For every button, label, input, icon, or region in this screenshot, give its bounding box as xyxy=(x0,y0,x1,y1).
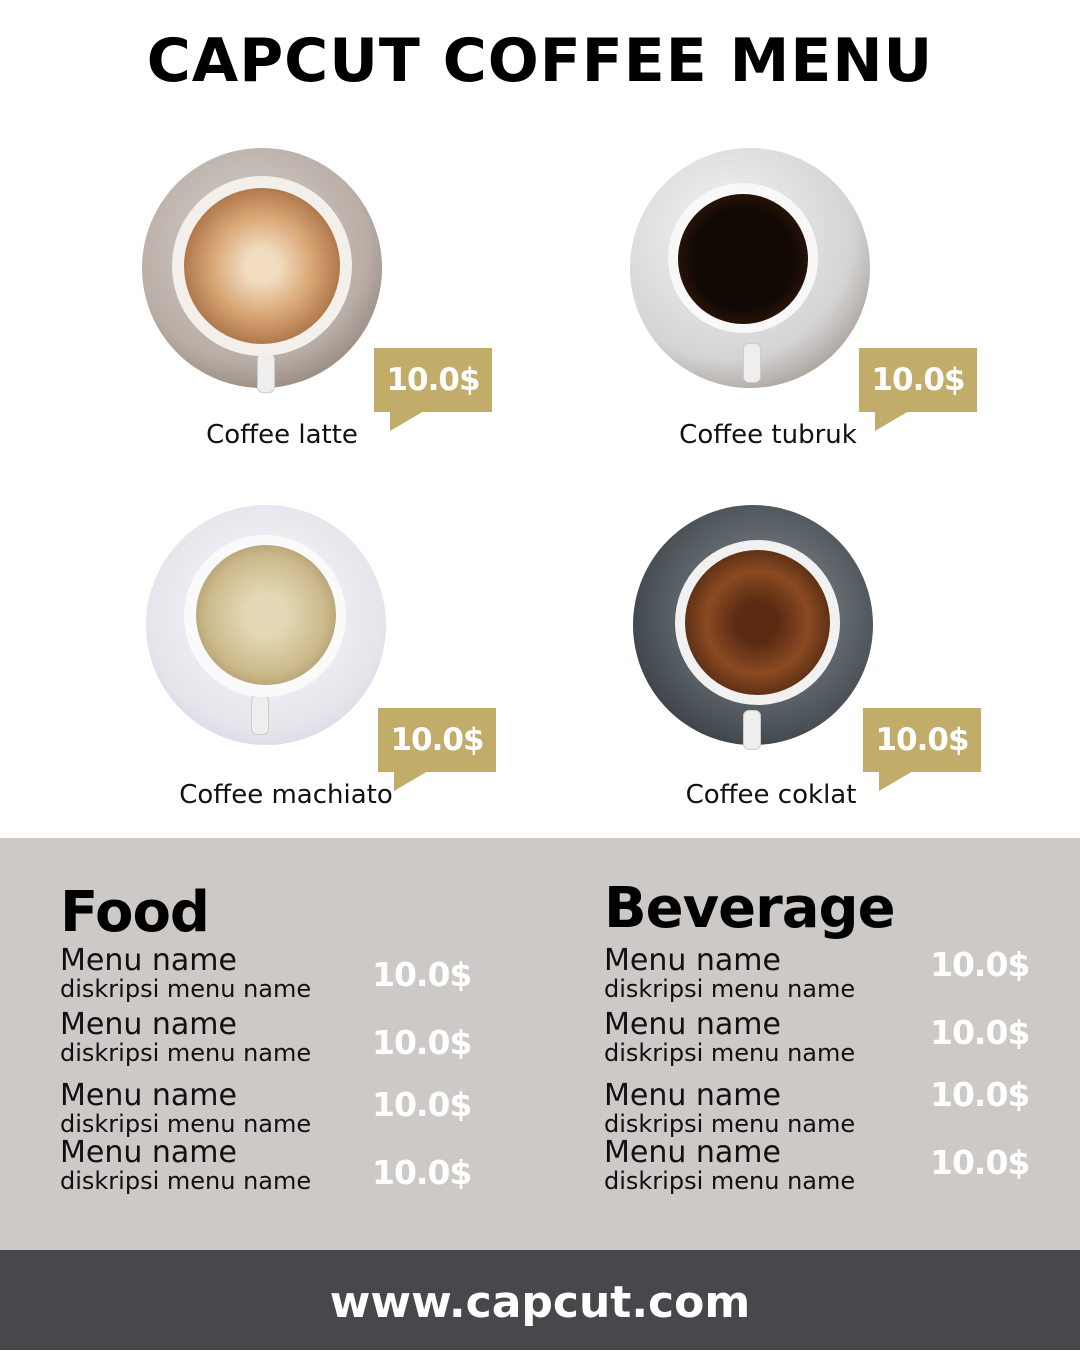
item-desc: diskripsi menu name xyxy=(60,1167,312,1195)
coffee-latte-image xyxy=(142,148,382,393)
footer-url[interactable]: www.capcut.com xyxy=(0,1250,1080,1350)
item-price: 10.0$ xyxy=(930,1143,1030,1182)
item-desc: diskripsi menu name xyxy=(60,975,312,1003)
item-name: Menu name xyxy=(604,1078,781,1113)
beverage-item: Menu name diskripsi menu name xyxy=(604,1007,856,1067)
item-name: Menu name xyxy=(604,943,781,978)
item-desc: diskripsi menu name xyxy=(60,1039,312,1067)
item-name: Menu name xyxy=(60,1078,237,1113)
page-title: CAPCUT COFFEE MENU xyxy=(146,26,934,96)
beverage-item: Menu name diskripsi menu name xyxy=(604,1078,856,1138)
food-item: Menu name diskripsi menu name xyxy=(60,1135,312,1195)
item-name: Menu name xyxy=(60,1135,237,1170)
price-tag-machiato: 10.0$ xyxy=(378,708,496,791)
coffee-coklat-image xyxy=(633,505,873,750)
food-item: Menu name diskripsi menu name xyxy=(60,943,312,1003)
item-desc: diskripsi menu name xyxy=(604,1167,856,1195)
item-price: 10.0$ xyxy=(372,1023,472,1062)
item-name: Menu name xyxy=(604,1135,781,1170)
coffee-name-machiato: Coffee machiato xyxy=(179,780,393,810)
beverage-item: Menu name diskripsi menu name xyxy=(604,943,856,1003)
item-price: 10.0$ xyxy=(930,1075,1030,1114)
price-tag-latte: 10.0$ xyxy=(374,348,492,431)
coffee-machiato-image xyxy=(146,505,386,745)
beverage-item: Menu name diskripsi menu name xyxy=(604,1135,856,1195)
food-item: Menu name diskripsi menu name xyxy=(60,1007,312,1067)
menu-panel xyxy=(0,838,1080,1250)
item-desc: diskripsi menu name xyxy=(604,975,856,1003)
coffee-tubruk-image xyxy=(630,148,870,388)
item-price: 10.0$ xyxy=(372,955,472,994)
item-desc: diskripsi menu name xyxy=(604,1110,856,1138)
item-name: Menu name xyxy=(60,1007,237,1042)
item-price: 10.0$ xyxy=(930,1013,1030,1052)
item-price: 10.0$ xyxy=(372,1153,472,1192)
price-tag-tubruk: 10.0$ xyxy=(859,348,977,431)
coffee-name-tubruk: Coffee tubruk xyxy=(679,420,857,450)
coffee-name-coklat: Coffee coklat xyxy=(685,780,857,810)
item-desc: diskripsi menu name xyxy=(604,1039,856,1067)
item-desc: diskripsi menu name xyxy=(60,1110,312,1138)
item-name: Menu name xyxy=(60,943,237,978)
item-price: 10.0$ xyxy=(930,945,1030,984)
beverage-heading: Beverage xyxy=(604,876,896,941)
food-heading: Food xyxy=(60,880,210,945)
item-price: 10.0$ xyxy=(372,1085,472,1124)
price-tag-coklat: 10.0$ xyxy=(863,708,981,791)
item-name: Menu name xyxy=(604,1007,781,1042)
food-item: Menu name diskripsi menu name xyxy=(60,1078,312,1138)
coffee-name-latte: Coffee latte xyxy=(206,420,358,450)
